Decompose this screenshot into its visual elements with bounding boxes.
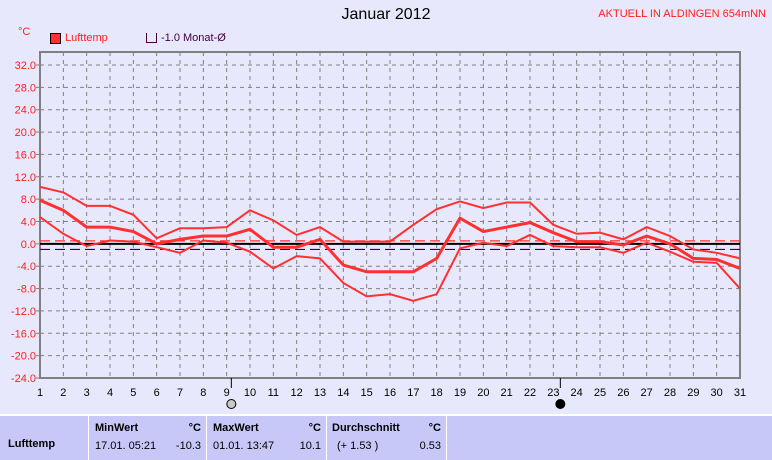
x-tick-label: 5 [130, 387, 136, 399]
x-tick-label: 23 [547, 387, 559, 399]
y-tick-label: -8.0 [17, 284, 36, 296]
y-tick-label: -12.0 [11, 306, 36, 318]
y-tick-label: 12.0 [15, 172, 36, 184]
max-cell: MaxWert °C 01.01. 13:47 10.1 [206, 416, 327, 460]
y-tick-label: -4.0 [17, 261, 36, 273]
avg-value: 0.53 [419, 440, 441, 452]
legend-swatch [146, 33, 157, 43]
x-tick-label: 12 [291, 387, 303, 399]
x-tick-label: 29 [687, 387, 699, 399]
avg-header: Durchschnitt [332, 422, 400, 434]
x-tick-label: 1 [37, 387, 43, 399]
x-tick-label: 19 [454, 387, 466, 399]
x-tick-label: 7 [177, 387, 183, 399]
series-line-avg [39, 198, 741, 274]
station-label: AKTUELL IN ALDINGEN 654mNN [598, 8, 766, 20]
min-header: MinWert [95, 422, 139, 434]
min-value: -10.3 [175, 440, 201, 452]
x-tick-label: 8 [200, 387, 206, 399]
y-tick-label: 24.0 [15, 105, 36, 117]
avg-unit: °C [428, 422, 441, 434]
temperature-chart: 32.0 28.0 24.0 20.0 16.0 12.0 8.0 4.0 0.0 -4.0 -8.… [11, 51, 746, 409]
x-tick-label: 14 [337, 387, 349, 399]
min-unit: °C [188, 422, 201, 434]
full-moon-icon [226, 399, 237, 409]
series-line-min [39, 216, 741, 302]
x-tick-label: 28 [664, 387, 676, 399]
x-tick-label: 2 [60, 387, 66, 399]
x-tick-label: 15 [361, 387, 373, 399]
x-tick-label: 10 [244, 387, 256, 399]
y-unit-label: °C [18, 26, 31, 38]
chart-title: Januar 2012 [341, 6, 431, 23]
y-tick-label: 28.0 [15, 82, 36, 94]
x-tick-label: 20 [477, 387, 489, 399]
x-tick-label: 3 [84, 387, 90, 399]
y-tick-label: -24.0 [11, 373, 36, 385]
x-tick-label: 17 [407, 387, 419, 399]
avg-cell: Durchschnitt °C (+ 1.53 ) 0.53 [326, 416, 447, 460]
avg-deviation: (+ 1.53 ) [337, 440, 379, 452]
x-tick-label: 30 [711, 387, 723, 399]
x-tick-label: 27 [641, 387, 653, 399]
min-cell: MinWert °C 17.01. 05:21 -10.3 [88, 416, 207, 460]
legend-monat: -1.0 Monat-Ø [146, 32, 226, 44]
x-tick-label: 16 [384, 387, 396, 399]
legend-label: Lufttemp [65, 32, 108, 44]
y-tick-label: 0.0 [21, 239, 36, 251]
x-tick-label: 13 [314, 387, 326, 399]
x-tick-label: 22 [524, 387, 536, 399]
legend-lufttemp: Lufttemp [50, 32, 108, 44]
series-line-max [39, 185, 741, 260]
max-header: MaxWert [213, 422, 259, 434]
y-tick-label: 8.0 [21, 194, 36, 206]
stats-table: Lufttemp MinWert °C 17.01. 05:21 -10.3 M… [0, 414, 772, 460]
x-tick-label: 25 [594, 387, 606, 399]
y-tick-label: -16.0 [11, 328, 36, 340]
x-tick-label: 21 [501, 387, 513, 399]
max-date: 01.01. 13:47 [213, 440, 275, 452]
row-label: Lufttemp [8, 438, 56, 450]
max-value: 10.1 [299, 440, 321, 452]
max-unit: °C [308, 422, 321, 434]
x-tick-label: 6 [154, 387, 160, 399]
y-tick-label: 20.0 [15, 127, 36, 139]
x-tick-label: 24 [571, 387, 583, 399]
min-date: 17.01. 05:21 [95, 440, 157, 452]
x-tick-label: 31 [734, 387, 746, 399]
x-tick-label: 4 [107, 387, 113, 399]
new-moon-icon [555, 399, 566, 409]
y-tick-label: 32.0 [15, 60, 36, 72]
y-tick-label: 4.0 [21, 217, 36, 229]
x-tick-label: 9 [224, 387, 230, 399]
x-tick-label: 26 [617, 387, 629, 399]
y-tick-label: -20.0 [11, 351, 36, 363]
x-tick-label: 18 [431, 387, 443, 399]
y-tick-label: 16.0 [15, 149, 36, 161]
legend-label: -1.0 Monat-Ø [161, 32, 226, 44]
legend-swatch [50, 32, 61, 44]
x-tick-label: 11 [268, 387, 279, 399]
